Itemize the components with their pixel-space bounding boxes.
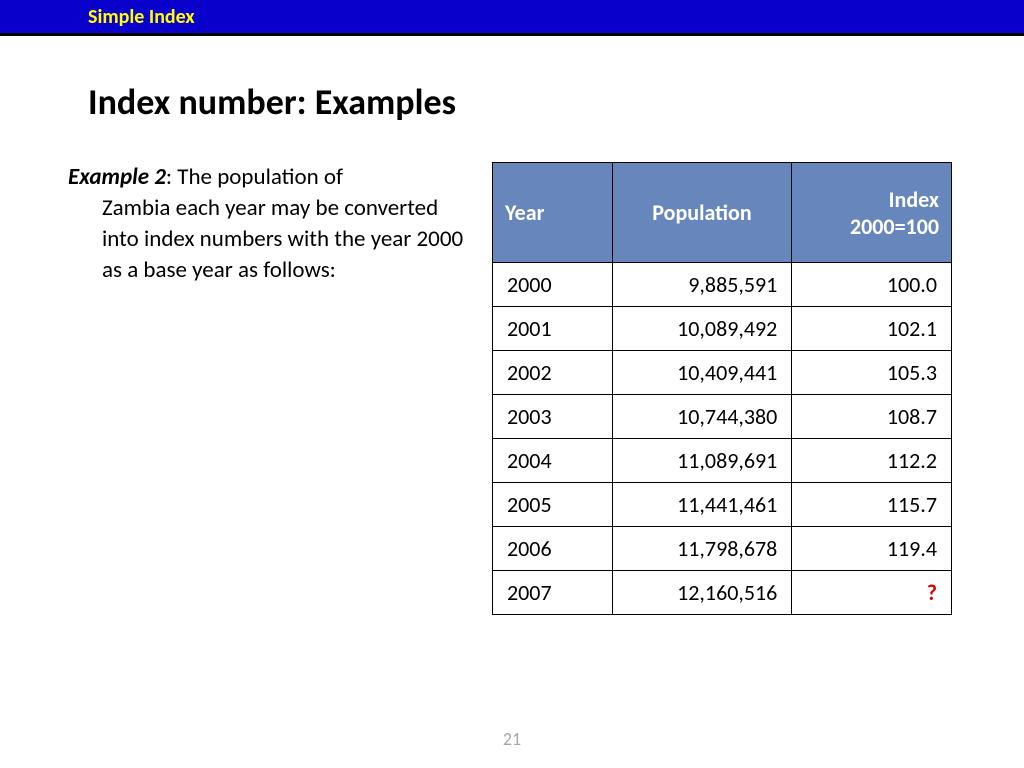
cell-year: 2005 [493, 483, 613, 527]
table-row: 2006 11,798,678 119.4 [493, 527, 952, 571]
cell-year: 2001 [493, 307, 613, 351]
col-header-index: Index 2000=100 [792, 163, 952, 263]
table-body: 2000 9,885,591 100.0 2001 10,089,492 102… [493, 263, 952, 615]
table-row: 2001 10,089,492 102.1 [493, 307, 952, 351]
cell-year: 2003 [493, 395, 613, 439]
content-row: Example 2: The population of Zambia each… [0, 162, 1024, 615]
example-text-rest: Zambia each year may be converted into i… [68, 193, 468, 286]
table-row: 2000 9,885,591 100.0 [493, 263, 952, 307]
cell-index: 119.4 [792, 527, 952, 571]
cell-population: 12,160,516 [612, 571, 792, 615]
cell-population: 11,441,461 [612, 483, 792, 527]
slide-header-bar: Simple Index [0, 0, 1024, 36]
cell-index: 102.1 [792, 307, 952, 351]
cell-index: 112.2 [792, 439, 952, 483]
cell-index: 100.0 [792, 263, 952, 307]
cell-index: 115.7 [792, 483, 952, 527]
table-row: 2004 11,089,691 112.2 [493, 439, 952, 483]
page-number: 21 [0, 728, 1024, 750]
cell-population: 9,885,591 [612, 263, 792, 307]
example-text-first: : The population of [166, 163, 343, 191]
cell-population: 10,089,492 [612, 307, 792, 351]
page-title: Index number: Examples [88, 80, 1024, 124]
table-header-row: Year Population Index 2000=100 [493, 163, 952, 263]
cell-index-unknown: ? [792, 571, 952, 615]
col-header-year: Year [493, 163, 613, 263]
index-table: Year Population Index 2000=100 2000 9,88… [492, 162, 952, 615]
table-row: 2007 12,160,516 ? [493, 571, 952, 615]
cell-population: 11,089,691 [612, 439, 792, 483]
cell-population: 11,798,678 [612, 527, 792, 571]
cell-year: 2000 [493, 263, 613, 307]
cell-index: 105.3 [792, 351, 952, 395]
cell-year: 2004 [493, 439, 613, 483]
cell-year: 2002 [493, 351, 613, 395]
table-row: 2003 10,744,380 108.7 [493, 395, 952, 439]
cell-population: 10,744,380 [612, 395, 792, 439]
example-lead: Example 2 [68, 163, 166, 191]
cell-population: 10,409,441 [612, 351, 792, 395]
slide-header-label: Simple Index [88, 5, 195, 29]
cell-year: 2006 [493, 527, 613, 571]
table-row: 2002 10,409,441 105.3 [493, 351, 952, 395]
cell-year: 2007 [493, 571, 613, 615]
cell-index: 108.7 [792, 395, 952, 439]
example-description: Example 2: The population of Zambia each… [68, 162, 468, 615]
col-header-population: Population [612, 163, 792, 263]
table-row: 2005 11,441,461 115.7 [493, 483, 952, 527]
